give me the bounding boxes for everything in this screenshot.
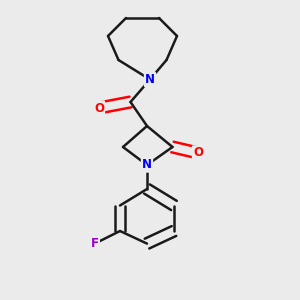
Text: F: F xyxy=(91,237,99,250)
Text: O: O xyxy=(193,146,203,160)
Text: N: N xyxy=(145,73,155,86)
Text: O: O xyxy=(94,101,104,115)
Text: N: N xyxy=(142,158,152,172)
